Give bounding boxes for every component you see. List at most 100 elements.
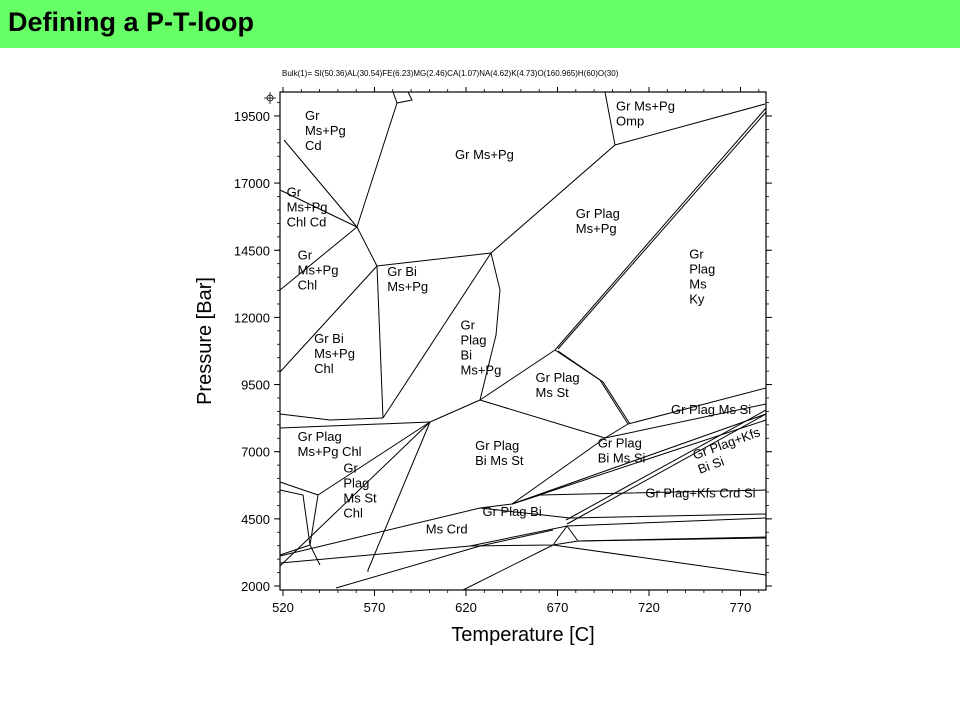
y-tick-label: 17000	[234, 176, 270, 191]
phase-field-label-line: Cd	[305, 138, 322, 153]
phase-boundary	[279, 507, 481, 557]
phase-boundary	[279, 481, 319, 496]
phase-field-label-line: Omp	[616, 114, 644, 129]
phase-field-label: Gr Plag+Kfs Crd Si	[645, 485, 755, 500]
phase-field-label-line: Plag	[689, 261, 715, 276]
phase-boundary	[356, 102, 398, 228]
phase-boundary	[511, 413, 767, 505]
phase-boundary	[604, 403, 767, 439]
phase-boundary	[279, 544, 311, 556]
phase-field-label-line: Bi	[461, 347, 473, 362]
phase-boundary	[283, 139, 358, 228]
phase-boundary	[604, 91, 616, 146]
phase-field-label-line: Ms+Pg	[287, 200, 328, 215]
phase-boundary	[511, 489, 767, 505]
crosshair-icon	[264, 92, 276, 104]
phase-boundary-lines	[279, 91, 767, 591]
phase-field-label-line: Ms+Pg	[314, 346, 355, 361]
phase-boundary	[554, 107, 767, 351]
phase-boundary	[376, 252, 492, 267]
phase-field-label-line: Ky	[689, 291, 705, 306]
phase-boundary	[566, 517, 767, 527]
phase-field-label-line: Gr Plag+Kfs	[691, 424, 763, 462]
phase-field-label-line: Ms	[689, 276, 707, 291]
phase-boundary	[356, 226, 378, 267]
phase-boundary	[604, 423, 629, 439]
phase-field-label-line: Gr Plag	[475, 438, 519, 453]
phase-boundary	[566, 413, 767, 525]
y-tick-label: 19500	[234, 109, 270, 124]
phase-field-label-line: Gr Plag	[298, 429, 342, 444]
phase-field-label-line: Chl	[314, 361, 334, 376]
phase-boundary	[565, 409, 767, 521]
phase-field-label-line: Gr Plag	[576, 206, 620, 221]
phase-field-label-line: Gr	[298, 248, 313, 263]
phase-field-label-line: Ms+Pg	[461, 362, 502, 377]
phase-field-label-line: Gr Plag Bi	[482, 504, 541, 519]
phase-field-label: Ms Crd	[426, 522, 468, 537]
phase-boundary	[335, 529, 554, 589]
phase-boundary	[552, 525, 568, 546]
phase-boundary	[279, 421, 431, 429]
phase-boundary	[382, 252, 492, 419]
phase-field-label-line: Gr Plag Ms Si	[671, 402, 751, 417]
phase-boundary	[279, 545, 471, 564]
phase-field-label: Gr Ms+Pg	[455, 147, 514, 162]
y-tick-label: 7000	[241, 445, 270, 460]
phase-field-label-line: Ms+Pg	[576, 221, 617, 236]
phase-boundary	[429, 399, 481, 423]
phase-boundary	[376, 265, 384, 419]
phase-field-label-line: Plag	[461, 332, 487, 347]
phase-boundary	[462, 544, 554, 591]
phase-field-label-line: Ms+Pg Chl	[298, 444, 362, 459]
phase-boundary	[627, 387, 767, 425]
phase-field-label-line: Ms St	[343, 491, 377, 506]
phase-boundary	[479, 503, 513, 509]
y-axis-label: Pressure [Bar]	[194, 277, 216, 405]
phase-field-label-line: Gr Bi	[314, 331, 344, 346]
plot-frame	[279, 91, 767, 591]
phase-boundary	[479, 349, 556, 401]
phase-field-label-line: Chl	[343, 506, 363, 521]
phase-field-label-line: Gr	[689, 246, 704, 261]
phase-field-label: Gr Plag Ms Si	[671, 402, 751, 417]
phase-field-label-line: Gr	[305, 108, 320, 123]
phase-boundary	[479, 399, 606, 439]
phase-field-label-line: Gr Ms+Pg	[455, 147, 514, 162]
phase-field-label-line: Gr Bi	[387, 264, 417, 279]
phase-field-label: Gr Plag Bi	[482, 504, 541, 519]
x-tick-label: 770	[730, 600, 752, 615]
phase-boundary	[279, 413, 384, 421]
phase-boundary	[317, 421, 431, 496]
phase-boundary	[309, 494, 319, 546]
phase-field-label-line: Chl	[298, 278, 318, 293]
x-axis-label: Temperature [C]	[451, 624, 594, 646]
phase-boundary	[367, 421, 431, 572]
phase-boundary	[279, 189, 358, 228]
phase-boundary	[552, 544, 767, 576]
y-tick-label: 4500	[241, 512, 270, 527]
phase-field-label-line: Gr	[343, 461, 358, 476]
phase-field-label-line: Ms Crd	[426, 522, 468, 537]
phase-field-label-line: Ms+Pg	[387, 279, 428, 294]
y-tick-label: 9500	[241, 378, 270, 393]
x-tick-label: 670	[547, 600, 569, 615]
x-tick-label: 520	[272, 600, 294, 615]
phase-field-label-line: Gr Plag	[536, 370, 580, 385]
bulk-composition: Bulk(1)= SI(50.36)AL(30.54)FE(6.23)MG(2.…	[282, 69, 619, 78]
phase-field-label-line: Ms+Pg	[305, 123, 346, 138]
x-tick-label: 570	[364, 600, 386, 615]
title-bar	[0, 0, 960, 48]
